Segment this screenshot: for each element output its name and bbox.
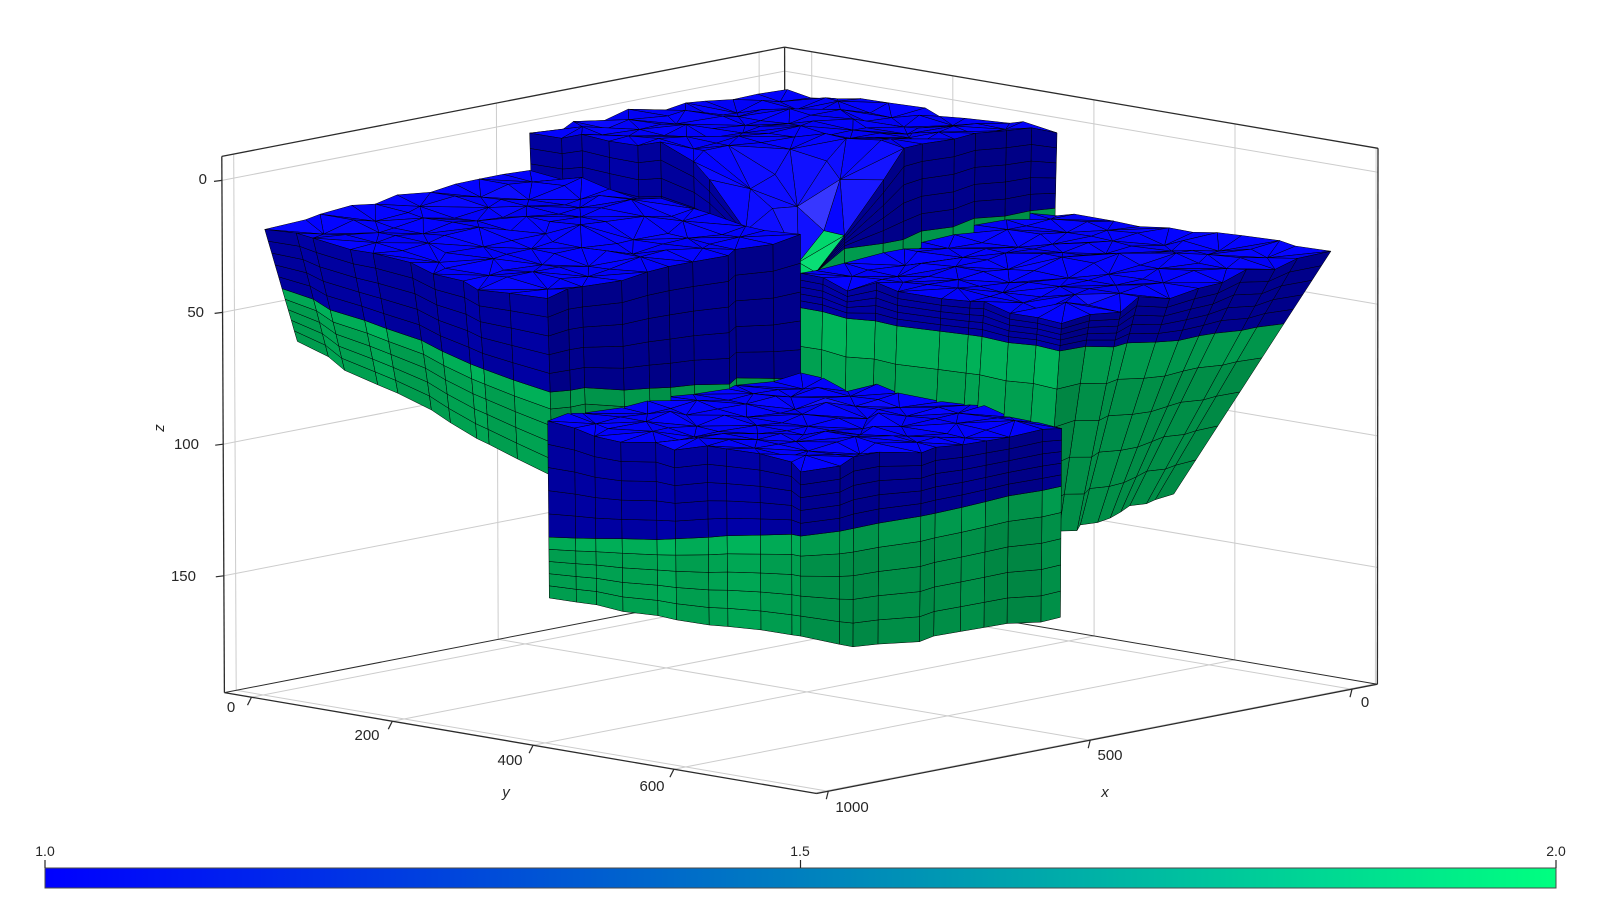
svg-text:1.5: 1.5	[790, 843, 810, 859]
svg-text:150: 150	[171, 568, 196, 585]
svg-text:0: 0	[1361, 694, 1369, 711]
svg-text:z: z	[151, 424, 168, 433]
svg-text:500: 500	[1097, 747, 1122, 764]
svg-text:200: 200	[354, 727, 379, 744]
svg-text:y: y	[501, 784, 511, 801]
svg-text:400: 400	[497, 752, 522, 769]
svg-text:0: 0	[199, 171, 207, 188]
svg-text:0: 0	[227, 699, 235, 716]
svg-text:1000: 1000	[835, 799, 868, 816]
svg-text:1.0: 1.0	[35, 843, 55, 859]
svg-text:50: 50	[187, 304, 204, 321]
svg-text:100: 100	[174, 436, 199, 453]
svg-text:600: 600	[639, 778, 664, 795]
svg-text:2.0: 2.0	[1546, 843, 1566, 859]
svg-text:x: x	[1100, 784, 1109, 801]
